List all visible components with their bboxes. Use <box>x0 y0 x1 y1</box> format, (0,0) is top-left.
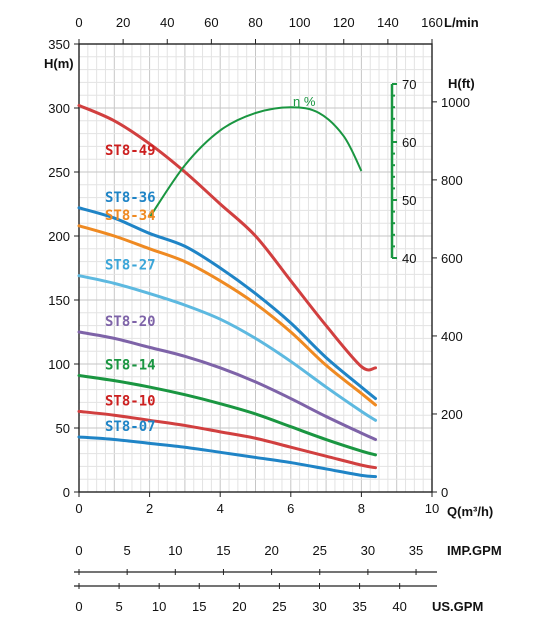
right-tick-label: 200 <box>441 407 463 422</box>
efficiency-tick-label: 50 <box>402 193 416 208</box>
imp-gpm-label: IMP.GPM <box>447 543 502 558</box>
series-label-st8-34: ST8-34 <box>105 208 156 224</box>
flow-tick-label: 20 <box>232 599 246 614</box>
x-axis-label: Q(m³/h) <box>447 504 493 519</box>
flow-tick-label: 0 <box>75 599 82 614</box>
right-tick-label: 600 <box>441 251 463 266</box>
x-tick-label: 2 <box>146 501 153 516</box>
right-tick-label: 0 <box>441 485 448 500</box>
top-tick-label: 20 <box>116 15 130 30</box>
right-tick-label: 800 <box>441 173 463 188</box>
efficiency-tick-label: 40 <box>402 251 416 266</box>
y-tick-label: 200 <box>48 229 70 244</box>
top-tick-label: 100 <box>289 15 311 30</box>
flow-tick-label: 10 <box>152 599 166 614</box>
top-tick-label: 160 <box>421 15 443 30</box>
flow-tick-label: 20 <box>264 543 278 558</box>
y-tick-label: 0 <box>63 485 70 500</box>
flow-tick-label: 5 <box>124 543 131 558</box>
series-line-st8-10 <box>77 409 378 470</box>
flow-tick-label: 35 <box>352 599 366 614</box>
right-tick-label: 400 <box>441 329 463 344</box>
x-tick-label: 0 <box>75 501 82 516</box>
x-tick-label: 10 <box>425 501 439 516</box>
top-tick-label: 140 <box>377 15 399 30</box>
right-tick-label: 1000 <box>441 95 470 110</box>
flow-tick-label: 0 <box>75 543 82 558</box>
series-label-st8-07: ST8-07 <box>105 419 156 435</box>
flow-tick-label: 10 <box>168 543 182 558</box>
series-line-st8-07 <box>77 435 378 479</box>
flow-tick-label: 40 <box>392 599 406 614</box>
top-tick-label: 120 <box>333 15 355 30</box>
series-label-st8-27: ST8-27 <box>105 258 156 274</box>
series-label-st8-10: ST8-10 <box>105 393 156 409</box>
grid <box>78 43 433 493</box>
series-label-st8-36: ST8-36 <box>105 190 156 206</box>
flow-tick-label: 30 <box>312 599 326 614</box>
efficiency-tick-label: 60 <box>402 135 416 150</box>
y-axis-label: H(m) <box>44 56 74 71</box>
series-line-st8-20 <box>77 330 378 442</box>
series-label-st8-20: ST8-20 <box>105 314 156 330</box>
series-line-st8-14 <box>77 374 378 457</box>
y-tick-label: 250 <box>48 165 70 180</box>
efficiency-label: η % <box>293 94 316 109</box>
series-line-st8-36 <box>77 206 378 401</box>
top-tick-label: 80 <box>248 15 262 30</box>
series-line-st8-27 <box>77 274 378 422</box>
y-tick-label: 300 <box>48 101 70 116</box>
flow-tick-label: 30 <box>361 543 375 558</box>
x-tick-label: 8 <box>358 501 365 516</box>
series-label-st8-49: ST8-49 <box>105 143 156 159</box>
flow-tick-label: 15 <box>216 543 230 558</box>
series-line-st8-34 <box>77 224 378 407</box>
series-line-st8-49 <box>77 103 378 372</box>
x-tick-label: 6 <box>287 501 294 516</box>
flow-tick-label: 25 <box>272 599 286 614</box>
top-tick-label: 0 <box>75 15 82 30</box>
y-tick-label: 100 <box>48 357 70 372</box>
y-tick-label: 50 <box>56 421 70 436</box>
efficiency-tick-label: 70 <box>402 77 416 92</box>
x-tick-label: 4 <box>217 501 224 516</box>
top-tick-label: 60 <box>204 15 218 30</box>
us-gpm-label: US.GPM <box>432 599 483 614</box>
efficiency-curve <box>148 106 363 218</box>
y-tick-label: 150 <box>48 293 70 308</box>
flow-tick-label: 25 <box>313 543 327 558</box>
right-axis-label: H(ft) <box>448 76 475 91</box>
top-tick-label: 40 <box>160 15 174 30</box>
flow-tick-label: 5 <box>115 599 122 614</box>
y-tick-label: 350 <box>48 37 70 52</box>
top-axis-label: L/min <box>444 15 479 30</box>
flow-tick-label: 15 <box>192 599 206 614</box>
flow-tick-label: 35 <box>409 543 423 558</box>
series-label-st8-14: ST8-14 <box>105 358 156 374</box>
